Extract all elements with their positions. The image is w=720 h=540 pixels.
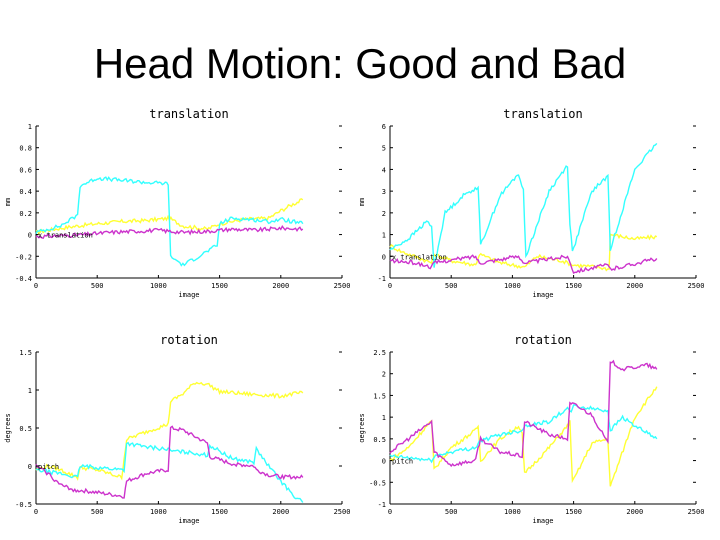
x-axis-label: image [532, 517, 553, 525]
y-tick-label: 6 [382, 123, 386, 131]
y-tick-label: 0.5 [373, 436, 386, 444]
chart-good-rotation: rotation -0.5 0 0.5 1 1.5 0 500 1000 1500 2000 2500… [0, 330, 360, 535]
y-tick-label: 1 [28, 387, 32, 395]
chart-title: rotation [514, 333, 572, 347]
y-tick-label: -1 [378, 501, 386, 509]
y-tick-label: -0.5 [369, 479, 386, 487]
y-tick-label: 0 [382, 458, 386, 466]
x-tick-label: 500 [91, 508, 104, 516]
y-tick-label: 0.5 [19, 425, 32, 433]
x-tick-label: 1000 [504, 282, 521, 290]
chart-good-translation: translation -0.4 -0.2 0 0.2 0.4 0.6 0.8 1 0 500 100… [0, 100, 360, 310]
x-tick-label: 0 [388, 508, 392, 516]
y-tick-label: -0.4 [15, 275, 32, 283]
x-tick-label: 2500 [334, 282, 351, 290]
legend-label: x translation [38, 232, 93, 240]
x-tick-label: 1000 [504, 508, 521, 516]
y-tick-label: -0.5 [15, 501, 32, 509]
series-line-z [35, 224, 304, 240]
y-axis-label: degrees [360, 413, 366, 443]
series-line-z [389, 254, 658, 274]
x-tick-label: 2000 [626, 282, 643, 290]
y-tick-label: 0 [382, 253, 386, 261]
x-axis-label: image [532, 291, 553, 299]
x-tick-label: 0 [388, 282, 392, 290]
x-tick-label: 2000 [272, 282, 289, 290]
y-tick-label: 4 [382, 166, 386, 174]
series-line-x [35, 198, 304, 235]
y-tick-label: 5 [382, 145, 386, 153]
x-tick-label: 2000 [626, 508, 643, 516]
y-tick-label: 1 [28, 123, 32, 131]
series-line-y [389, 142, 658, 268]
series-line-yaw [35, 425, 304, 499]
x-tick-label: 0 [34, 508, 38, 516]
chart-title: translation [149, 107, 228, 121]
slide-title: Head Motion: Good and Bad [93, 40, 627, 87]
y-tick-label: 1.5 [373, 392, 386, 400]
x-tick-label: 1500 [565, 508, 582, 516]
x-tick-label: 2000 [272, 508, 289, 516]
y-tick-label: 0.4 [19, 188, 32, 196]
x-tick-label: 1000 [150, 508, 167, 516]
y-tick-label: 0.8 [19, 145, 32, 153]
x-tick-label: 500 [91, 282, 104, 290]
chart-title: translation [503, 107, 582, 121]
y-tick-label: -0.2 [15, 253, 32, 261]
y-tick-label: 1.5 [19, 349, 32, 357]
chart-bad-rotation: rotation -1 -0.5 0 0.5 1 1.5 2 2.5 0 500 1000 1500 20… [360, 330, 720, 535]
y-tick-label: 0 [28, 463, 32, 471]
x-tick-label: 2500 [688, 508, 705, 516]
y-tick-label: 2 [382, 210, 386, 218]
y-tick-label: 0.6 [19, 166, 32, 174]
legend-label: x translation [392, 253, 447, 261]
y-axis-label: degrees [4, 413, 12, 443]
series-line-x [389, 232, 658, 272]
y-tick-label: -1 [378, 275, 386, 283]
legend-label: pitch [38, 463, 59, 471]
y-tick-label: 2 [382, 371, 386, 379]
x-tick-label: 1500 [565, 282, 582, 290]
x-tick-label: 0 [34, 282, 38, 290]
x-tick-label: 2500 [334, 508, 351, 516]
series-line-y [35, 176, 304, 267]
series-line-pitch [35, 381, 304, 481]
y-tick-label: 0 [28, 232, 32, 240]
series-line-yaw [389, 359, 658, 468]
chart-bad-translation: translation -1 0 1 2 3 4 5 6 0 500 1000 1500 2000 2500… [360, 100, 720, 310]
y-tick-label: 0.2 [19, 210, 32, 218]
y-axis-label: mm [360, 198, 366, 206]
x-tick-label: 1000 [150, 282, 167, 290]
x-tick-label: 500 [445, 508, 458, 516]
chart-title: rotation [160, 333, 218, 347]
x-tick-label: 1500 [211, 508, 228, 516]
y-tick-label: 3 [382, 188, 386, 196]
x-tick-label: 2500 [688, 282, 705, 290]
x-tick-label: 1500 [211, 282, 228, 290]
x-tick-label: 500 [445, 282, 458, 290]
y-tick-label: 1 [382, 414, 386, 422]
legend-label: pitch [392, 458, 413, 466]
y-axis-label: mm [4, 198, 12, 206]
x-axis-label: image [178, 517, 199, 525]
y-tick-label: 2.5 [373, 349, 386, 357]
x-axis-label: image [178, 291, 199, 299]
y-tick-label: 1 [382, 232, 386, 240]
